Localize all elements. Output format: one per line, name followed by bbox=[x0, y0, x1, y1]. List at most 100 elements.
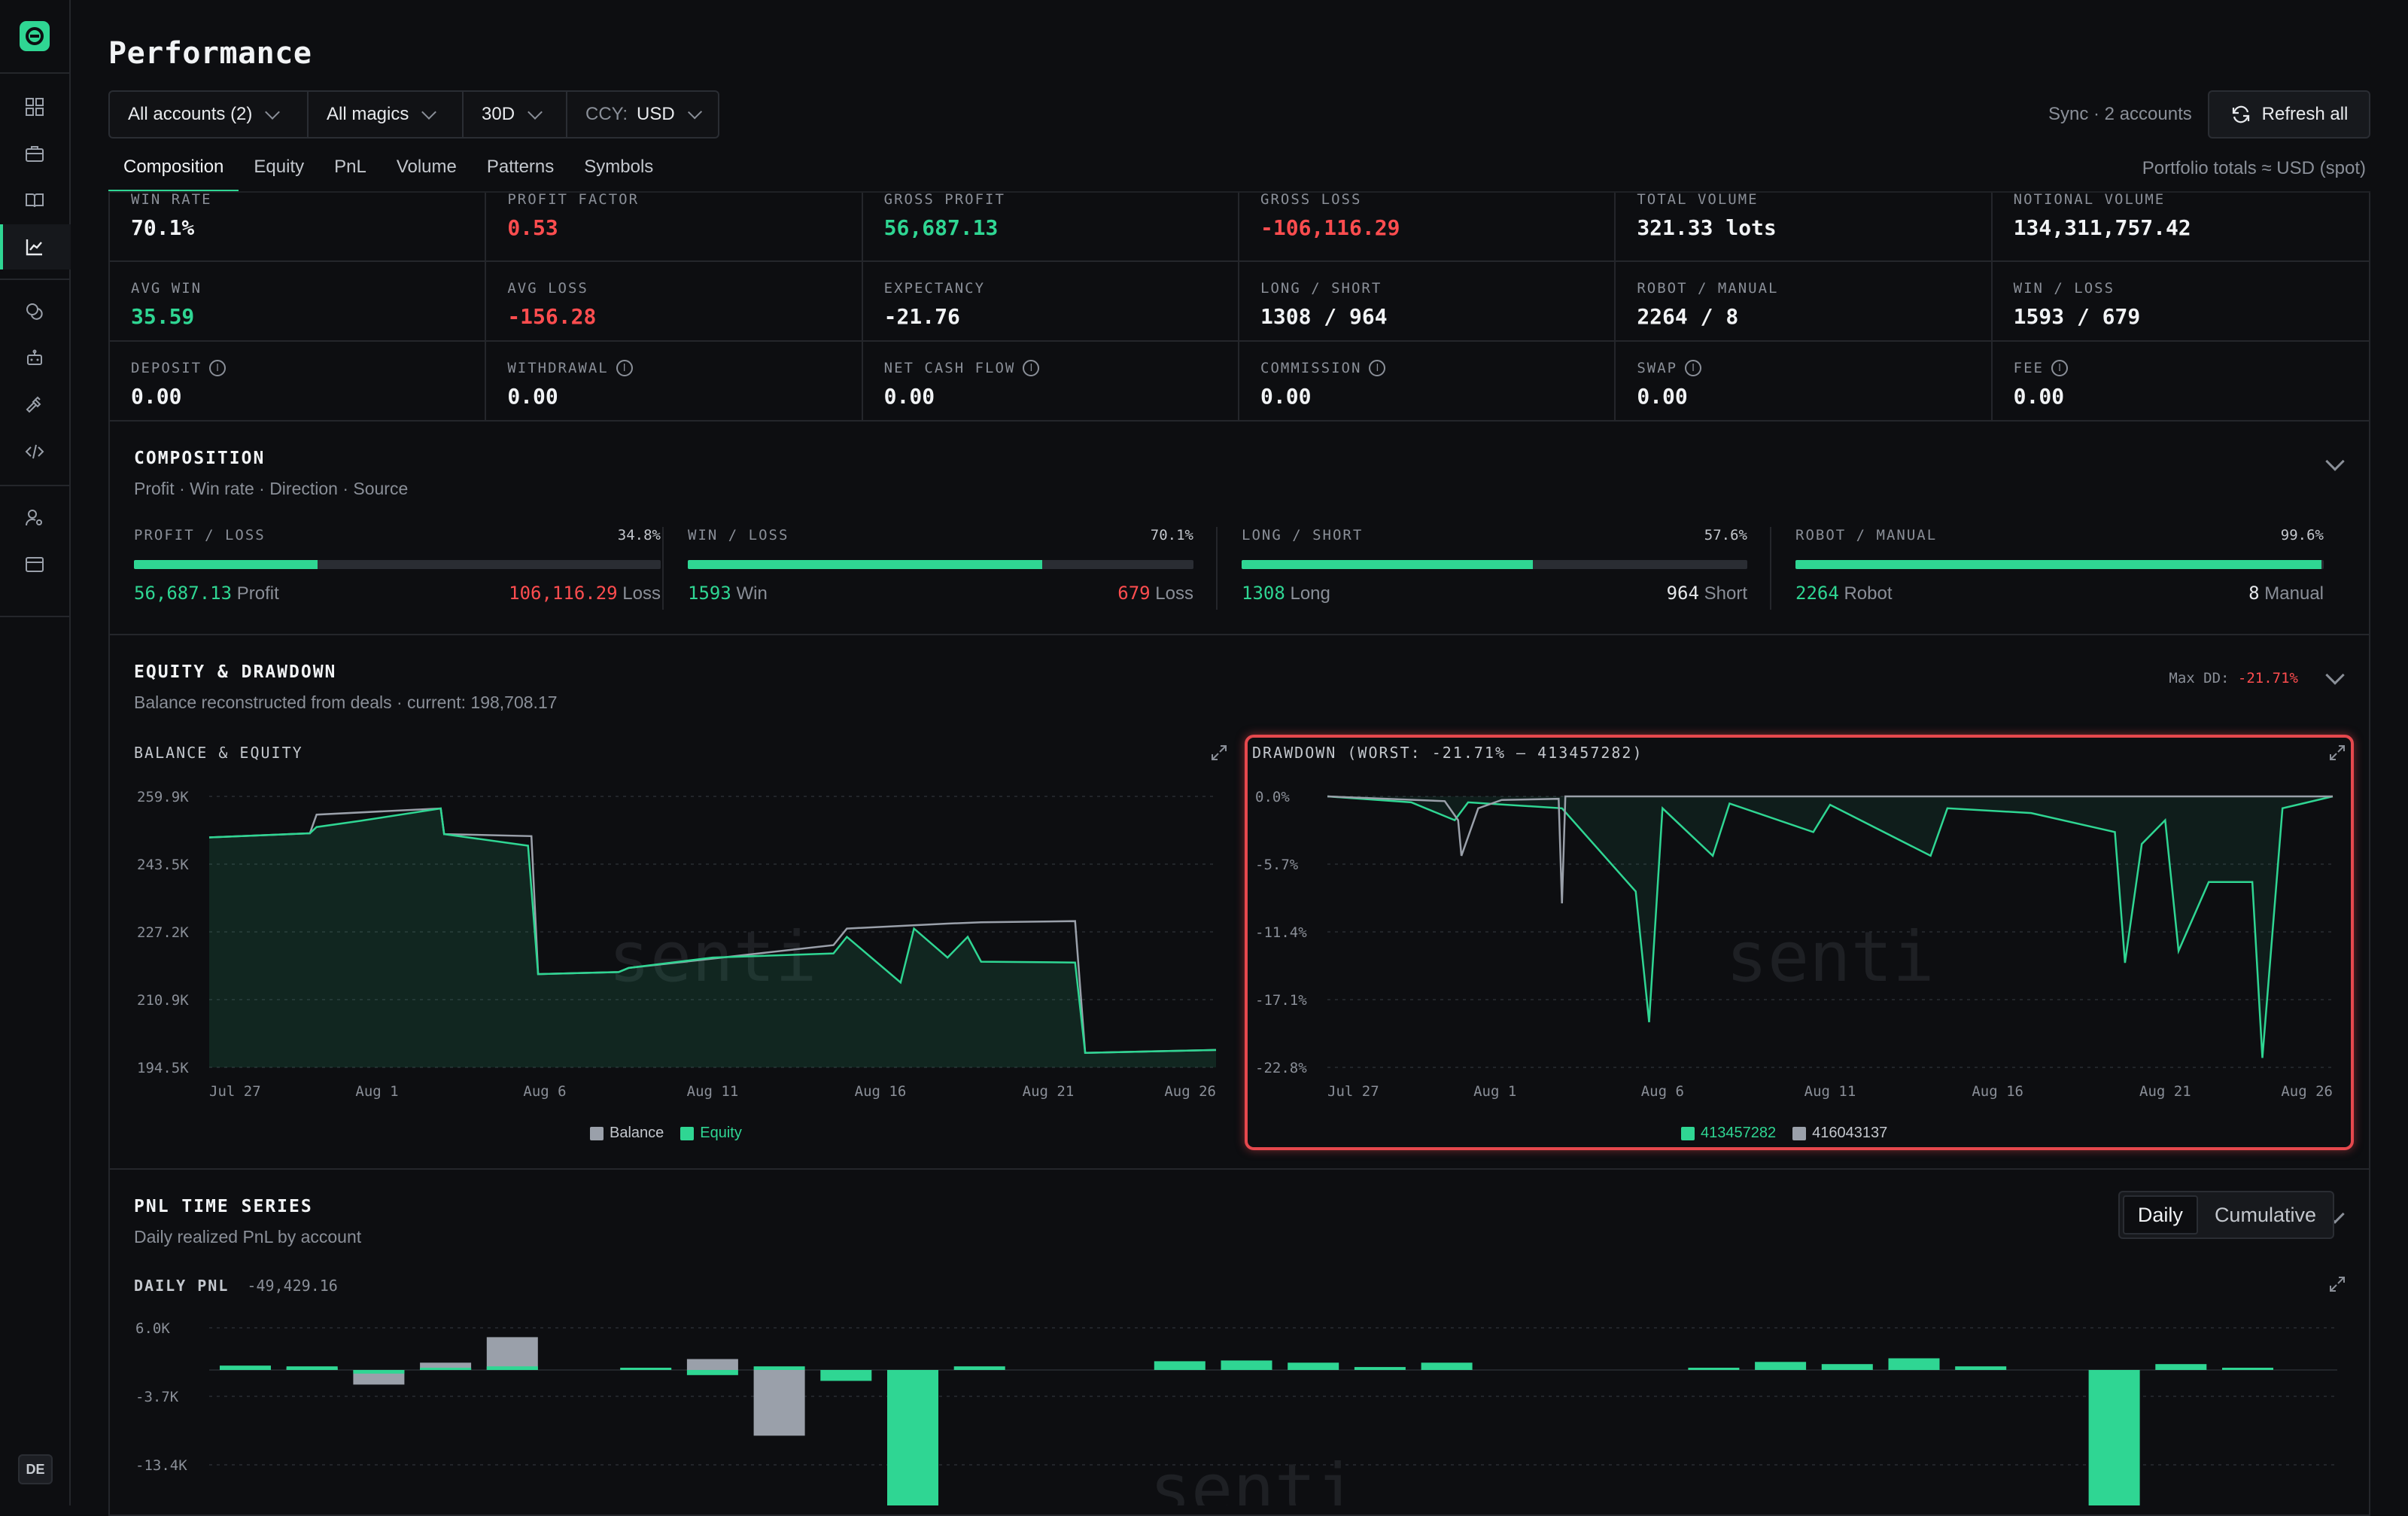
legend-item-equity[interactable]: Equity bbox=[680, 1125, 742, 1142]
pnl-bar-413457282[interactable] bbox=[1221, 1360, 1272, 1370]
composition-card: ROBOT / MANUAL 99.6% 2264 Robot 8 Manual bbox=[1795, 527, 2324, 604]
pnl-bar-413457282[interactable] bbox=[1888, 1358, 1940, 1371]
pnl-bar-413457282[interactable] bbox=[2155, 1364, 2207, 1370]
pnl-subtitle: Daily realized PnL by account bbox=[134, 1227, 362, 1247]
composition-left-label: Long bbox=[1290, 583, 1330, 604]
info-icon[interactable]: i bbox=[2051, 360, 2068, 376]
composition-right-label: Short bbox=[1704, 583, 1747, 604]
accounts-select[interactable]: All accounts (2) bbox=[110, 92, 309, 137]
pnl-bar-416043137[interactable] bbox=[486, 1337, 538, 1370]
pnl-bar-413457282[interactable] bbox=[420, 1368, 472, 1370]
tab-composition[interactable]: Composition bbox=[108, 148, 239, 193]
composition-divider bbox=[1770, 527, 1771, 610]
stat-value: 0.00 bbox=[131, 384, 182, 409]
pnl-bar-413457282[interactable] bbox=[353, 1370, 405, 1374]
info-icon[interactable]: i bbox=[1023, 360, 1040, 376]
pnl-bar-413457282[interactable] bbox=[1688, 1368, 1740, 1370]
pnl-bar-413457282[interactable] bbox=[1288, 1362, 1339, 1370]
stat-label-text: WITHDRAWAL bbox=[507, 360, 609, 376]
locale-badge[interactable]: DE bbox=[18, 1454, 53, 1484]
sidebar: DE bbox=[0, 0, 71, 1505]
pnl-bar-413457282[interactable] bbox=[1821, 1364, 1873, 1370]
expand-icon[interactable] bbox=[2328, 744, 2346, 762]
composition-right-value: 8 bbox=[2248, 583, 2260, 604]
x-tick-label: Aug 1 bbox=[355, 1083, 398, 1100]
composition-left: 1308 Long bbox=[1242, 583, 1330, 604]
pnl-bar-413457282[interactable] bbox=[2088, 1370, 2140, 1505]
info-icon[interactable]: i bbox=[1685, 360, 1702, 376]
expand-icon[interactable] bbox=[1210, 744, 1228, 762]
briefcase-icon[interactable] bbox=[23, 142, 47, 166]
daily-pnl-title: DAILY PNL -49,429.16 bbox=[134, 1277, 338, 1295]
pnl-bar-413457282[interactable] bbox=[1154, 1361, 1206, 1370]
composition-card-pct: 34.8% bbox=[617, 527, 661, 543]
legend-label: 413457282 bbox=[1701, 1125, 1777, 1141]
equity-drawdown-section: EQUITY & DRAWDOWN Balance reconstructed … bbox=[108, 635, 2370, 1170]
info-icon[interactable]: i bbox=[616, 360, 633, 376]
period-select[interactable]: 30D bbox=[464, 92, 567, 137]
drawdown-title: DRAWDOWN (WORST: -21.71% — 413457282) bbox=[1252, 744, 1643, 762]
info-icon[interactable]: i bbox=[1369, 360, 1386, 376]
collapse-chevron-icon[interactable] bbox=[2325, 452, 2345, 471]
toggle-cumulative[interactable]: Cumulative bbox=[2214, 1203, 2316, 1226]
stat-value: 134,311,757.42 bbox=[2013, 215, 2191, 240]
daily-pnl-label: DAILY PNL bbox=[134, 1277, 230, 1295]
pnl-bar-413457282[interactable] bbox=[1755, 1362, 1807, 1370]
pnl-bar-413457282[interactable] bbox=[953, 1366, 1005, 1370]
tab-volume[interactable]: Volume bbox=[396, 157, 457, 177]
y-tick-label: -5.7% bbox=[1255, 857, 1299, 873]
composition-section: COMPOSITION Profit · Win rate · Directio… bbox=[108, 422, 2370, 635]
robot-icon[interactable] bbox=[23, 346, 47, 370]
pnl-bar-413457282[interactable] bbox=[1955, 1366, 2007, 1370]
pnl-bar-413457282[interactable] bbox=[2222, 1368, 2273, 1370]
window-icon[interactable] bbox=[23, 553, 47, 577]
pnl-bar-413457282[interactable] bbox=[1421, 1362, 1473, 1370]
composition-left-value: 56,687.13 bbox=[134, 583, 233, 604]
chart-line-icon[interactable] bbox=[23, 235, 47, 259]
pnl-bar-413457282[interactable] bbox=[753, 1366, 805, 1370]
pnl-bar-413457282[interactable] bbox=[686, 1370, 738, 1375]
toggle-daily[interactable]: Daily bbox=[2122, 1195, 2198, 1234]
pnl-bar-413457282[interactable] bbox=[1354, 1367, 1406, 1370]
coins-icon[interactable] bbox=[23, 300, 47, 324]
book-icon[interactable] bbox=[23, 188, 47, 212]
pnl-bar-413457282[interactable] bbox=[486, 1366, 538, 1370]
pnl-bar-416043137[interactable] bbox=[753, 1370, 805, 1436]
equity-subtitle: Balance reconstructed from deals · curre… bbox=[134, 693, 558, 712]
pnl-bar-413457282[interactable] bbox=[220, 1365, 271, 1370]
pnl-bar-416043137[interactable] bbox=[686, 1359, 738, 1371]
composition-left-value: 2264 bbox=[1795, 583, 1839, 604]
legend-item-balance[interactable]: Balance bbox=[590, 1125, 664, 1142]
dashboard-icon[interactable] bbox=[23, 95, 47, 119]
legend-item-416043137[interactable]: 416043137 bbox=[1792, 1125, 1887, 1142]
pnl-bar-413457282[interactable] bbox=[286, 1366, 338, 1370]
magics-select[interactable]: All magics bbox=[309, 92, 464, 137]
code-icon[interactable] bbox=[23, 440, 47, 464]
collapse-chevron-icon[interactable] bbox=[2325, 665, 2345, 685]
pnl-bar-413457282[interactable] bbox=[887, 1370, 938, 1505]
series-line-413457282 bbox=[1327, 795, 2334, 1058]
stat-label: AVG LOSS bbox=[507, 280, 840, 297]
expand-icon[interactable] bbox=[2328, 1275, 2346, 1293]
watermark: senti bbox=[1150, 1449, 1358, 1505]
composition-progress-bar bbox=[1795, 560, 2324, 569]
refresh-all-button[interactable]: Refresh all bbox=[2208, 90, 2370, 139]
tab-pnl[interactable]: PnL bbox=[334, 157, 366, 177]
balance-equity-chart: 259.9K 243.5K 227.2K 210.9K 194.5K Jul 27 Aug … bbox=[137, 789, 1217, 1100]
currency-select[interactable]: CCY: USD bbox=[567, 92, 718, 137]
balance-equity-legend: Balance Equity bbox=[590, 1125, 742, 1142]
legend-item-413457282[interactable]: 413457282 bbox=[1681, 1125, 1776, 1142]
tab-equity[interactable]: Equity bbox=[254, 157, 305, 177]
user-settings-icon[interactable] bbox=[23, 506, 47, 530]
pnl-bar-416043137[interactable] bbox=[420, 1362, 472, 1370]
pnl-bar-413457282[interactable] bbox=[820, 1370, 872, 1381]
tab-symbols[interactable]: Symbols bbox=[584, 157, 654, 177]
pnl-bar-416043137[interactable] bbox=[353, 1370, 405, 1385]
stat-card: COMMISSION i 0.00 bbox=[1239, 342, 1616, 422]
pnl-bar-413457282[interactable] bbox=[620, 1368, 672, 1370]
stat-card: GROSS PROFIT 56,687.13 bbox=[862, 191, 1239, 262]
senti-logo[interactable] bbox=[20, 21, 50, 51]
hammer-icon[interactable] bbox=[23, 393, 47, 417]
tab-patterns[interactable]: Patterns bbox=[486, 157, 555, 177]
info-icon[interactable]: i bbox=[209, 360, 227, 376]
